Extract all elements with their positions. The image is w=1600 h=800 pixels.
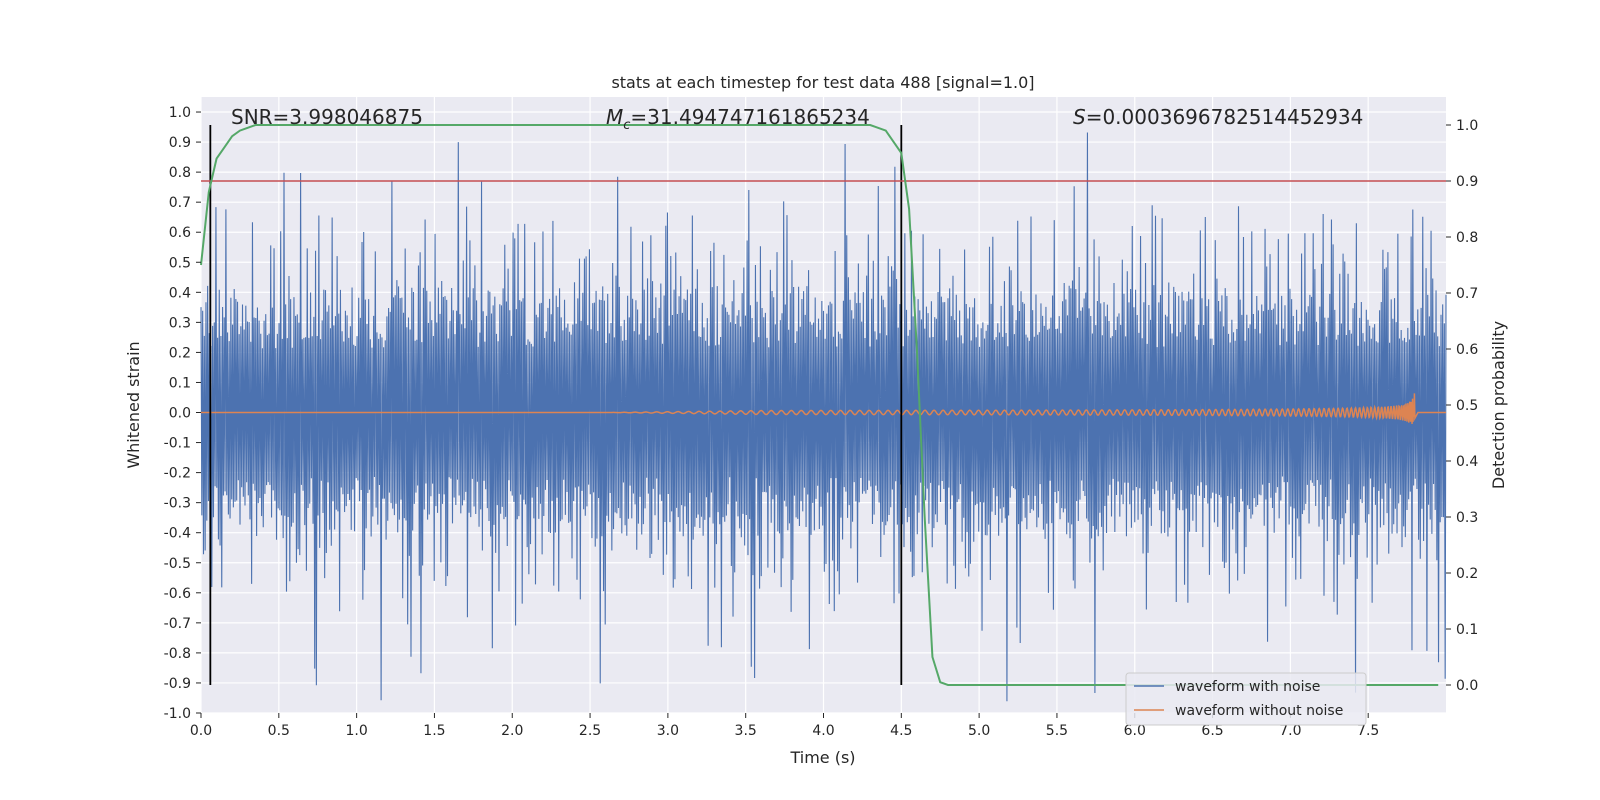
x-tick-label: 4.5 bbox=[890, 723, 912, 739]
chirp-mass-annotation: Mc=31.494747161865234 bbox=[606, 105, 870, 133]
y2-tick-label: 0.4 bbox=[1456, 454, 1478, 470]
y2-tick-label: 0.8 bbox=[1456, 230, 1478, 246]
y2-tick-label: 0.5 bbox=[1456, 398, 1478, 414]
y-tick-label: -0.3 bbox=[164, 496, 191, 512]
ticks: 0.0 0.5 1.0 1.5 2.0 2.5 3.0 3.5 4.0 4.5 5.0 5.5 6.0 6… bbox=[164, 105, 1479, 739]
y-tick-label: -0.9 bbox=[164, 676, 191, 692]
y-tick-label: -0.8 bbox=[164, 646, 191, 662]
x-tick-label: 5.0 bbox=[968, 723, 990, 739]
y2-tick-label: 0.7 bbox=[1456, 286, 1478, 302]
y-tick-label: 0.7 bbox=[169, 195, 191, 211]
noise-waveform-line bbox=[200, 132, 1447, 702]
x-tick-label: 4.0 bbox=[812, 723, 834, 739]
x-tick-label: 6.0 bbox=[1124, 723, 1146, 739]
y2-tick-label: 0.6 bbox=[1456, 342, 1478, 358]
x-tick-label: 0.0 bbox=[190, 723, 212, 739]
chart-title: stats at each timestep for test data 488… bbox=[611, 73, 1034, 92]
y-tick-label: 0.8 bbox=[169, 165, 191, 181]
statistic-annotation: S=0.0003696782514452934 bbox=[1073, 105, 1363, 129]
y-tick-label: 0.2 bbox=[169, 345, 191, 361]
y2-tick-label: 0.9 bbox=[1456, 174, 1478, 190]
y-tick-label: 0.5 bbox=[169, 255, 191, 271]
y2-tick-label: 0.0 bbox=[1456, 678, 1478, 694]
x-tick-label: 0.5 bbox=[268, 723, 290, 739]
x-tick-label: 2.0 bbox=[501, 723, 523, 739]
y-tick-label: -0.6 bbox=[164, 586, 191, 602]
y-tick-label: -0.4 bbox=[164, 526, 191, 542]
x-tick-label: 5.5 bbox=[1046, 723, 1068, 739]
x-tick-label: 7.0 bbox=[1279, 723, 1301, 739]
y-tick-label: -0.5 bbox=[164, 556, 191, 572]
legend-label-noise: waveform with noise bbox=[1175, 679, 1320, 695]
y-axis-label: Whitened strain bbox=[124, 341, 143, 468]
statistic-symbol: S bbox=[1073, 105, 1086, 129]
y2-tick-label: 0.1 bbox=[1456, 622, 1478, 638]
x-tick-label: 2.5 bbox=[579, 723, 601, 739]
noise-series bbox=[200, 132, 1447, 702]
chirp-mass-value: =31.494747161865234 bbox=[630, 105, 869, 129]
x-tick-label: 3.0 bbox=[657, 723, 679, 739]
x-tick-label: 1.0 bbox=[345, 723, 367, 739]
y-tick-label: 1.0 bbox=[169, 105, 191, 121]
x-tick-label: 3.5 bbox=[735, 723, 757, 739]
probability-line bbox=[200, 124, 1439, 686]
statistic-value: =0.0003696782514452934 bbox=[1086, 105, 1364, 129]
vertical-markers bbox=[209, 125, 903, 685]
snr-annotation: SNR=3.998046875 bbox=[231, 105, 423, 129]
y-tick-label: -0.2 bbox=[164, 466, 191, 482]
y-tick-label: -1.0 bbox=[164, 706, 191, 722]
y-tick-label: -0.7 bbox=[164, 616, 191, 632]
y-tick-label: 0.3 bbox=[169, 315, 191, 331]
signal-waveform-line bbox=[201, 393, 1446, 424]
x-tick-label: 7.5 bbox=[1357, 723, 1379, 739]
y2-tick-label: 0.3 bbox=[1456, 510, 1478, 526]
y2-tick-label: 1.0 bbox=[1456, 118, 1478, 134]
detection-probability-series bbox=[200, 124, 1439, 686]
y-tick-label: 0.1 bbox=[169, 375, 191, 391]
signal-series bbox=[201, 393, 1446, 424]
x-tick-label: 1.5 bbox=[423, 723, 445, 739]
legend-label-signal: waveform without noise bbox=[1175, 703, 1343, 719]
y-tick-label: 0.9 bbox=[169, 135, 191, 151]
y-tick-label: 0.0 bbox=[169, 406, 191, 422]
y-tick-label: -0.1 bbox=[164, 436, 191, 452]
y-tick-label: 0.6 bbox=[169, 225, 191, 241]
x-tick-label: 6.5 bbox=[1201, 723, 1223, 739]
legend-box bbox=[1125, 672, 1367, 726]
y2-tick-label: 0.2 bbox=[1456, 566, 1478, 582]
chirp-mass-subscript: c bbox=[623, 118, 630, 133]
legend: waveform with noise waveform without noi… bbox=[1125, 672, 1367, 726]
y2-axis-label: Detection probability bbox=[1489, 321, 1508, 489]
y-tick-label: 0.4 bbox=[169, 285, 191, 301]
x-axis-label: Time (s) bbox=[789, 748, 855, 767]
chirp-mass-symbol: M bbox=[606, 105, 623, 129]
